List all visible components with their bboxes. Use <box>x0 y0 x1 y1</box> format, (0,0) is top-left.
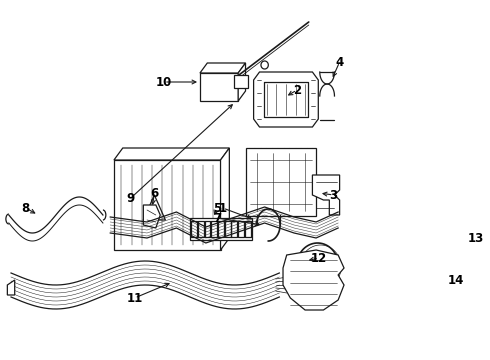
Polygon shape <box>7 280 15 295</box>
Text: 13: 13 <box>467 231 484 244</box>
Polygon shape <box>114 148 229 160</box>
Polygon shape <box>200 63 245 73</box>
Polygon shape <box>200 73 238 101</box>
Polygon shape <box>144 205 160 228</box>
Text: 2: 2 <box>293 84 301 96</box>
Polygon shape <box>283 250 344 310</box>
Polygon shape <box>220 148 229 250</box>
Polygon shape <box>254 72 318 127</box>
Text: 9: 9 <box>127 192 135 204</box>
Text: 10: 10 <box>156 76 172 89</box>
Text: 12: 12 <box>311 252 327 265</box>
Text: 14: 14 <box>447 274 464 287</box>
Text: 7: 7 <box>213 212 221 225</box>
Text: 3: 3 <box>330 189 338 202</box>
Polygon shape <box>234 75 248 88</box>
Polygon shape <box>238 63 245 101</box>
Polygon shape <box>114 160 220 250</box>
Text: 4: 4 <box>336 55 344 68</box>
Polygon shape <box>190 218 252 240</box>
Text: 6: 6 <box>150 186 158 199</box>
Polygon shape <box>246 148 316 216</box>
Text: 8: 8 <box>22 202 30 215</box>
Text: 1: 1 <box>219 202 227 215</box>
Polygon shape <box>313 175 340 215</box>
Text: 5: 5 <box>213 202 221 215</box>
Text: 11: 11 <box>126 292 143 305</box>
